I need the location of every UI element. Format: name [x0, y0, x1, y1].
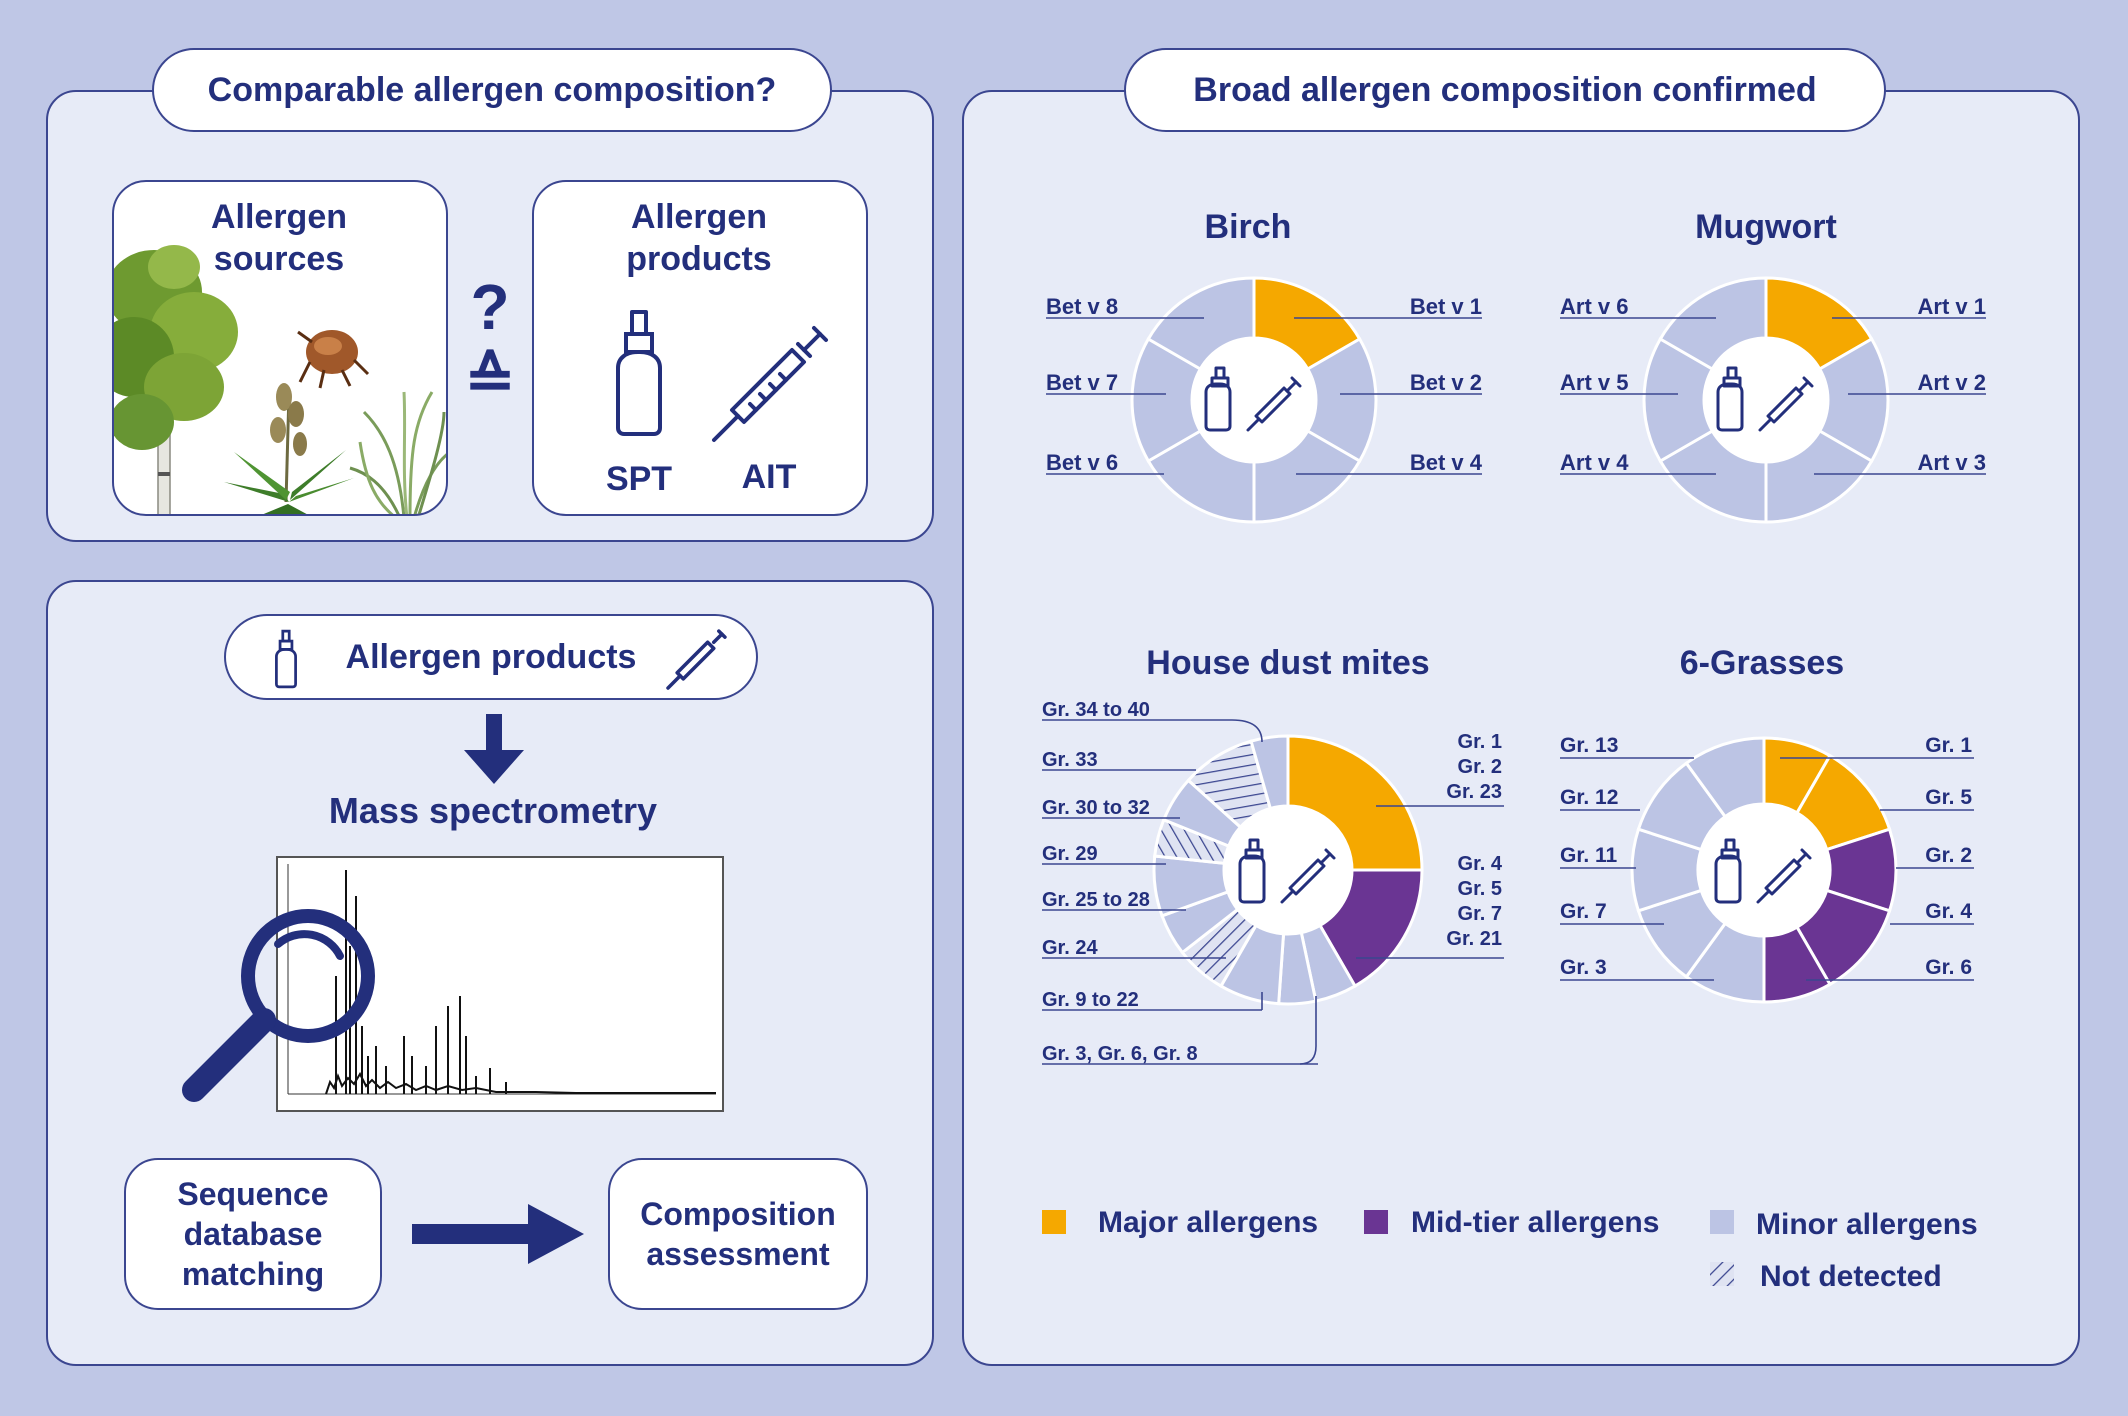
mites-left-label-7: Gr. 9 to 22: [1042, 989, 1139, 1011]
birch-tree-icon: [114, 245, 238, 514]
birch-title: Birch: [1205, 208, 1292, 246]
right-arrow-icon: [412, 1204, 584, 1264]
ait-label: AIT: [741, 458, 797, 496]
mites-left-label-3: Gr. 30 to 32: [1042, 797, 1150, 819]
grasses-left-label-5: Gr. 3: [1560, 956, 1607, 979]
mass-spectrometry-title: Mass spectrometry: [328, 790, 658, 831]
legend-major-label: Major allergens: [1098, 1206, 1318, 1239]
sequence-matching-label: Sequence database matching: [177, 1176, 329, 1292]
legend-mid-label: Mid-tier allergens: [1411, 1206, 1659, 1239]
grass-plant-icon: [349, 391, 446, 514]
mites-left-label-8: Gr. 3, Gr. 6, Gr. 8: [1042, 1043, 1198, 1065]
birch-left-label-3: Bet v 6: [1046, 450, 1118, 475]
down-arrow-icon: [464, 714, 524, 784]
allergen-products-pill: Allergen products: [224, 614, 758, 700]
mites-right-bottom-label-2: Gr. 5: [1458, 878, 1502, 900]
mugwort-title: Mugwort: [1695, 208, 1837, 246]
mites-left-label-2: Gr. 33: [1042, 749, 1098, 771]
allergen-sources-illustration: [114, 245, 446, 514]
birch-left-label-1: Bet v 8: [1046, 294, 1118, 319]
grasses-left-label-4: Gr. 7: [1560, 900, 1607, 923]
mites-right-top-label-1: Gr. 1: [1458, 731, 1502, 753]
mites-leader-34-40: [1231, 719, 1263, 743]
spt-label: SPT: [605, 460, 673, 498]
mugwort-left-label-2: Art v 5: [1560, 370, 1628, 395]
dropper-bottle-icon: [275, 629, 297, 689]
birch-right-label-2: Bet v 2: [1410, 370, 1482, 395]
grasses-left-label-2: Gr. 12: [1560, 786, 1618, 809]
birch-right-label-1: Bet v 1: [1410, 294, 1482, 319]
composition-results-title: Broad allergen composition confirmed: [1124, 48, 1886, 132]
syringe-icon: [666, 629, 727, 690]
grasses-right-label-1: Gr. 1: [1925, 734, 1972, 757]
mites-right-bottom-label-1: Gr. 4: [1458, 853, 1503, 875]
legend-not-detected-swatch: [1710, 1262, 1734, 1286]
composition-assessment-box: Composition assessment: [608, 1158, 868, 1310]
legend-minor-label: Minor allergens: [1756, 1208, 1978, 1241]
composition-results-panel: [962, 90, 2080, 1366]
grasses-right-label-3: Gr. 2: [1925, 844, 1972, 867]
grasses-right-label-4: Gr. 4: [1925, 900, 1972, 923]
mites-title: House dust mites: [1146, 644, 1429, 682]
birch-right-label-3: Bet v 4: [1410, 450, 1483, 475]
syringe-icon: [712, 326, 828, 442]
allergen-products-label: Allergen products: [626, 198, 772, 278]
sequence-matching-box: Sequence database matching: [124, 1158, 382, 1310]
mass-spectrum-plot: [276, 856, 724, 1112]
allergen-sources-label: Allergen sources: [210, 198, 348, 278]
mites-left-label-6: Gr. 24: [1042, 937, 1098, 959]
legend-minor-swatch: [1710, 1210, 1734, 1234]
corresponds-to-symbol: ≙: [464, 345, 516, 412]
grasses-right-label-5: Gr. 6: [1925, 956, 1972, 979]
mugwort-left-label-1: Art v 6: [1560, 294, 1628, 319]
legend-major-swatch: [1042, 1210, 1066, 1234]
allergen-products-pill-label: Allergen products: [345, 637, 637, 676]
composition-question-title: Comparable allergen composition?: [152, 48, 832, 132]
mites-right-top-label-3: Gr. 23: [1446, 781, 1502, 803]
legend-mid-swatch: [1364, 1210, 1388, 1234]
mugwort-right-label-2: Art v 2: [1918, 370, 1986, 395]
magnifier-icon: [182, 909, 375, 1102]
birch-donut: Birch Bet v 8 Bet v 1 Bet v 7 Bet v 2 Bet v …: [1046, 208, 1483, 524]
grasses-donut: 6-Grasses Gr. 13 Gr. 1 Gr. 12 Gr. 5 Gr. 11 Gr…: [1560, 644, 1974, 1004]
allergen-sources-box: Allergen sources: [112, 180, 448, 516]
mites-right-top-label-2: Gr. 2: [1458, 756, 1502, 778]
legend: Major allergens Mid-tier allergens Minor…: [1042, 1206, 1978, 1293]
composition-assessment-label: Composition assessment: [640, 1196, 836, 1272]
spectrum-peaks: [335, 870, 507, 1094]
mugwort-plant-icon: [224, 383, 354, 514]
mites-donut: House dust mites Gr. 34 to 40 Gr. 33 Gr. 3…: [1042, 644, 1504, 1065]
allergen-products-box: Allergen products SPT AIT: [532, 180, 868, 516]
grasses-title: 6-Grasses: [1680, 644, 1844, 682]
mites-left-label-1: Gr. 34 to 40: [1042, 699, 1150, 721]
dropper-bottle-icon: [616, 310, 662, 436]
mites-right-bottom-label-3: Gr. 7: [1458, 903, 1502, 925]
grasses-right-label-2: Gr. 5: [1925, 786, 1972, 809]
mugwort-left-label-3: Art v 4: [1560, 450, 1629, 475]
grasses-left-label-3: Gr. 11: [1560, 844, 1618, 867]
mites-left-label-5: Gr. 25 to 28: [1042, 889, 1150, 911]
question-mark: ?: [470, 271, 510, 343]
grasses-left-label-1: Gr. 13: [1560, 734, 1618, 757]
mugwort-right-label-1: Art v 1: [1918, 294, 1986, 319]
birch-left-label-2: Bet v 7: [1046, 370, 1118, 395]
mites-right-bottom-label-4: Gr. 21: [1446, 928, 1502, 950]
mugwort-right-label-3: Art v 3: [1918, 450, 1986, 475]
mugwort-donut: Mugwort Art v 6 Art v 1 Art v 5 Art v 2 Art …: [1560, 208, 1986, 524]
legend-not-detected-label: Not detected: [1760, 1260, 1942, 1293]
mites-left-label-4: Gr. 29: [1042, 843, 1098, 865]
dust-mite-icon: [297, 330, 370, 389]
mites-leader-3-6-8: [1299, 996, 1317, 1065]
